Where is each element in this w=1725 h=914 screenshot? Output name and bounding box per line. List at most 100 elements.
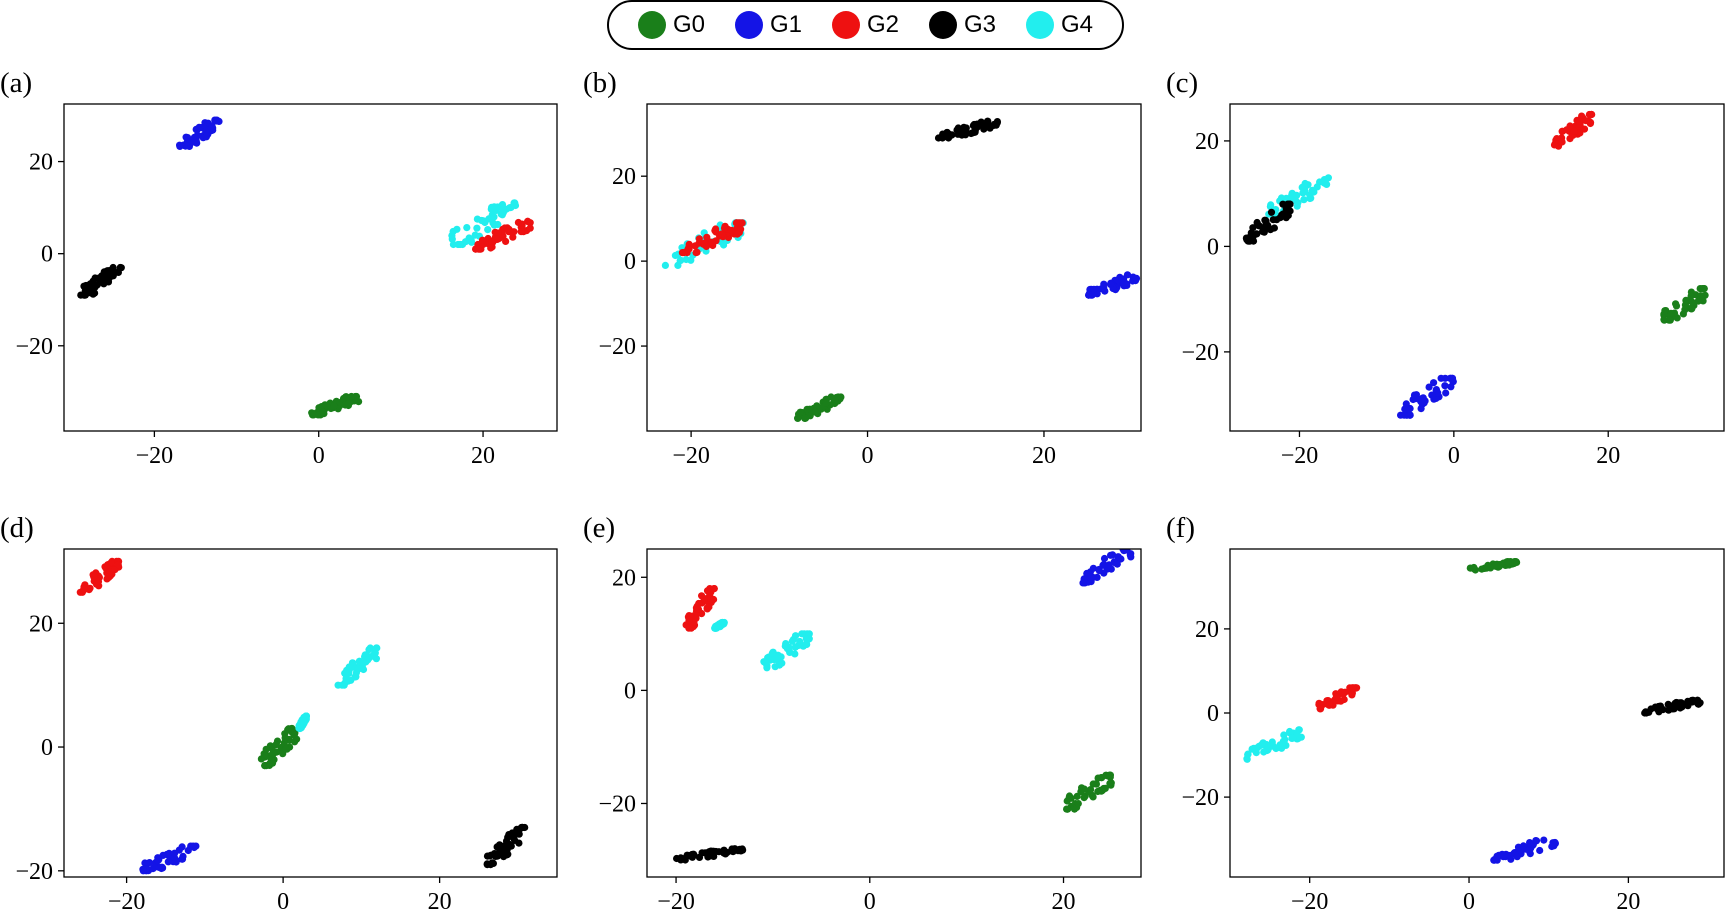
scatter-point [468, 238, 476, 246]
cluster-g3 [77, 263, 125, 299]
scatter-point [521, 823, 529, 832]
scatter-point [1106, 280, 1115, 289]
scatter-point [1244, 750, 1252, 758]
scatter-point [1261, 216, 1269, 224]
y-tick-label: −20 [1181, 340, 1219, 366]
panel-b: −20 0 20 −20 0 20 (b) [583, 67, 1142, 469]
scatter-point [107, 558, 115, 567]
scatter-point [91, 274, 99, 282]
scatter-point [1659, 706, 1667, 714]
scatter-point [727, 226, 736, 234]
scatter-point [1101, 784, 1109, 793]
scatter-point [1300, 196, 1308, 204]
scatter-point [1447, 383, 1455, 391]
panel-d: −20 0 20 −20 0 20 (d) [0, 512, 558, 914]
y-tick-label: −20 [598, 334, 636, 360]
x-tick-label: 20 [1032, 443, 1056, 469]
panel-label: (c) [1166, 67, 1198, 99]
x-tick-label: 20 [471, 443, 495, 469]
scatter-point [1089, 793, 1097, 801]
scatter-point [149, 865, 157, 873]
scatter-point [86, 289, 94, 297]
scatter-point [1570, 127, 1578, 135]
cluster-g1 [176, 116, 223, 150]
scatter-point [474, 245, 482, 253]
cluster-g4 [334, 644, 381, 689]
scatter-point [1065, 794, 1073, 802]
scatter-point [689, 851, 698, 859]
scatter-point [488, 237, 496, 246]
y-tick-label: 0 [1207, 234, 1219, 260]
scatter-point [372, 644, 380, 652]
panel-c: −20 0 20 −20 0 20 (c) [1166, 67, 1725, 469]
scatter-point [208, 122, 216, 130]
scatter-point [487, 244, 495, 252]
scatter-point [1109, 551, 1117, 559]
scatter-point [680, 249, 688, 257]
x-tick-label: −20 [672, 443, 710, 469]
scatter-point [1679, 310, 1687, 318]
x-tick-label: 0 [1448, 443, 1460, 469]
scatter-point [342, 674, 350, 683]
panel-label: (b) [583, 67, 617, 99]
scatter-point [1665, 706, 1673, 714]
legend-marker-g2 [831, 11, 860, 39]
scatter-point [1576, 129, 1584, 137]
scatter-point [803, 640, 811, 649]
scatter-point [494, 229, 502, 237]
scatter-point [496, 841, 504, 849]
scatter-point [968, 129, 976, 137]
scatter-point [257, 755, 265, 763]
scatter-point [281, 734, 289, 742]
scatter-point [962, 127, 970, 135]
legend-label: G4 [1060, 11, 1093, 38]
cluster-g2 [1550, 110, 1596, 150]
legend-marker-g4 [1025, 11, 1054, 39]
x-tick-label: 0 [313, 443, 325, 469]
plot-frame [63, 548, 558, 878]
scatter-point [1688, 304, 1696, 312]
x-tick-label: −20 [136, 443, 174, 469]
scatter-point [310, 411, 318, 419]
scatter-point [671, 251, 680, 260]
scatter-point [1470, 563, 1478, 572]
scatter-point [1341, 688, 1349, 696]
scatter-point [344, 400, 352, 408]
scatter-point [1480, 564, 1488, 573]
scatter-point [1090, 285, 1098, 293]
scatter-point [483, 852, 492, 860]
y-tick-label: −20 [15, 859, 53, 885]
cluster-g4 [295, 712, 310, 733]
scatter-point [487, 861, 495, 869]
scatter-point [1432, 387, 1440, 395]
panel-f: −20 0 20 −20 0 20 (f) [1166, 512, 1725, 914]
scatter-point [1299, 189, 1307, 197]
scatter-point [1418, 400, 1426, 408]
scatter-point [691, 242, 699, 250]
scatter-point [1099, 561, 1107, 569]
scatter-point [330, 402, 338, 410]
scatter-point [781, 642, 789, 650]
scatter-point [300, 717, 308, 725]
y-tick-label: 20 [29, 611, 53, 637]
scatter-point [1428, 391, 1436, 399]
plot-frame [1229, 103, 1725, 432]
plot-frame [646, 103, 1142, 432]
scatter-point [1310, 188, 1318, 196]
scatter-point [954, 130, 962, 138]
scatter-point [1089, 564, 1097, 572]
scatter-point [728, 847, 736, 855]
cluster-g1 [1397, 374, 1457, 419]
legend-entry-g4: G4 [1025, 11, 1093, 39]
scatter-point [1106, 779, 1114, 788]
scatter-point [685, 616, 693, 624]
cluster-g4 [1265, 174, 1332, 219]
scatter-point [509, 233, 517, 241]
y-tick-label: 0 [41, 242, 53, 268]
scatter-point [1486, 564, 1494, 572]
scatter-point [1285, 200, 1293, 208]
scatter-point [813, 402, 821, 410]
plot-frame [646, 548, 1142, 878]
cluster-g1 [1085, 271, 1141, 299]
scatter-point [1506, 851, 1514, 860]
